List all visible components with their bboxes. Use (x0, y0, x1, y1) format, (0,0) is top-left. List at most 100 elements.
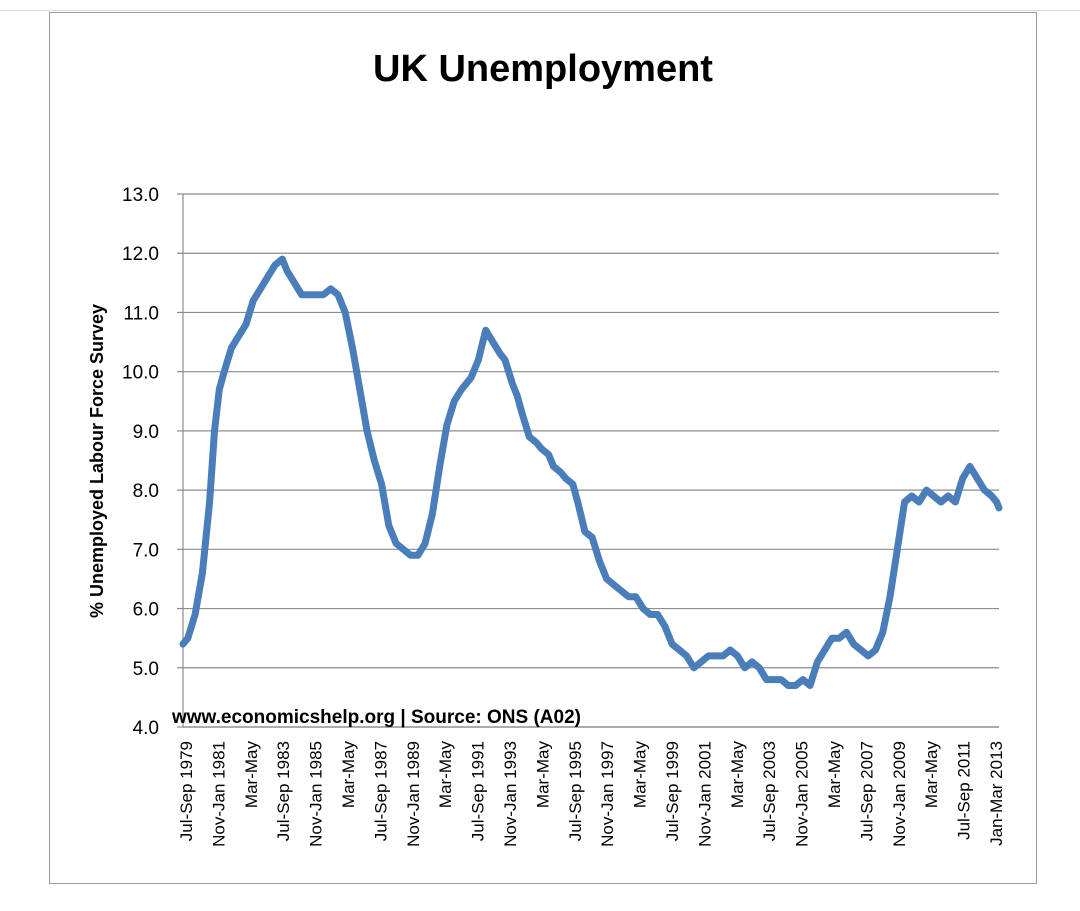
data-point-3 (201, 572, 203, 574)
data-point-102 (889, 596, 891, 598)
data-point-1 (187, 637, 189, 639)
data-point-2 (194, 614, 196, 615)
y-axis-ticks: 4.0 5.0 6.0 7.0 8.0 9.0 10.0 11.0 12.0 13.0 (122, 185, 183, 739)
x-axis-ticks: Jul-Sep 1979 Nov-Jan 1981 Mar-May Jul-Sep 1… (177, 741, 1006, 847)
data-point-33 (410, 554, 412, 556)
data-point-76 (700, 661, 702, 663)
data-point-85 (766, 679, 767, 681)
data-point-9 (238, 335, 240, 337)
data-point-69 (649, 614, 651, 615)
data-point-21 (322, 294, 324, 296)
data-point-26 (359, 388, 361, 390)
data-point-57 (565, 477, 567, 479)
data-point-19 (308, 294, 310, 296)
data-point-109 (940, 501, 942, 503)
y-tick-label-8: 12.0 (122, 244, 159, 265)
series-points (182, 258, 1000, 686)
data-point-80 (729, 649, 731, 651)
series-line-unemployment (179, 255, 1003, 689)
x-tick-label-4: Nov-Jan 1985 (307, 741, 326, 847)
y-tick-label-1: 5.0 (133, 659, 159, 680)
y-axis-label: % Unemployed Labour Force Survey (87, 304, 107, 618)
x-tick-label-10: Nov-Jan 1993 (501, 741, 520, 847)
data-point-84 (758, 667, 760, 669)
x-tick-label-5: Mar-May (339, 741, 358, 809)
x-tick-label-13: Nov-Jan 1997 (598, 741, 617, 847)
data-point-37 (439, 465, 441, 467)
x-tick-label-24: Jul-Sep 2011 (955, 741, 974, 840)
data-point-65 (620, 590, 622, 592)
data-point-67 (635, 596, 637, 598)
data-point-62 (599, 560, 600, 562)
data-point-13 (267, 276, 269, 278)
data-point-17 (293, 282, 295, 284)
data-point-11 (252, 300, 254, 302)
data-point-5 (214, 430, 215, 432)
x-tick-label-18: Jul-Sep 2003 (760, 741, 779, 841)
data-point-48 (511, 383, 513, 384)
data-point-106 (918, 501, 920, 503)
data-point-103 (896, 548, 898, 550)
data-point-18 (301, 294, 303, 296)
data-point-75 (693, 667, 695, 669)
data-point-81 (737, 655, 738, 657)
data-point-29 (381, 483, 383, 485)
data-point-101 (882, 631, 884, 633)
x-tick-label-2: Mar-May (242, 741, 261, 809)
data-point-32 (402, 548, 404, 550)
x-tick-label-3: Jul-Sep 1983 (274, 741, 293, 841)
data-point-6 (218, 388, 220, 390)
data-point-111 (954, 501, 956, 503)
data-point-50 (521, 412, 523, 414)
y-tick-label-2: 6.0 (133, 600, 159, 621)
data-point-31 (395, 542, 397, 544)
data-point-68 (642, 608, 644, 610)
data-point-88 (787, 685, 789, 686)
data-point-116 (991, 495, 993, 497)
data-point-97 (853, 643, 855, 645)
data-point-96 (846, 631, 847, 633)
data-point-100 (875, 649, 876, 651)
x-tick-label-7: Nov-Jan 1989 (404, 741, 423, 847)
data-point-82 (744, 667, 746, 669)
x-tick-label-23: Mar-May (922, 741, 941, 809)
data-point-59 (577, 501, 579, 503)
x-tick-label-9: Jul-Sep 1991 (469, 741, 488, 841)
data-point-93 (824, 649, 826, 651)
y-tick-label-5: 9.0 (133, 422, 159, 443)
data-point-22 (330, 288, 332, 290)
data-point-4 (209, 501, 211, 503)
data-point-89 (795, 685, 797, 686)
data-point-92 (816, 661, 818, 663)
x-tick-label-21: Jul-Sep 2007 (857, 741, 876, 841)
data-point-58 (572, 483, 574, 485)
data-point-114 (976, 477, 978, 479)
data-point-10 (245, 323, 247, 325)
data-point-60 (584, 531, 586, 533)
data-point-55 (553, 465, 554, 467)
data-point-49 (516, 394, 518, 396)
data-point-12 (260, 288, 261, 290)
x-tick-label-22: Nov-Jan 2009 (890, 741, 909, 847)
x-tick-label-8: Mar-May (436, 741, 455, 809)
data-point-43 (477, 359, 479, 361)
data-point-35 (424, 542, 426, 544)
data-point-63 (606, 578, 608, 580)
data-point-71 (664, 625, 666, 627)
data-point-20 (315, 294, 317, 296)
data-point-78 (715, 655, 717, 657)
data-point-46 (499, 353, 501, 355)
data-point-104 (904, 501, 906, 503)
data-point-107 (925, 489, 927, 491)
data-point-41 (465, 383, 467, 384)
x-tick-label-20: Mar-May (825, 741, 844, 809)
x-tick-label-14: Mar-May (631, 741, 650, 809)
data-point-72 (671, 643, 673, 645)
data-point-118 (998, 507, 1000, 509)
data-point-28 (373, 460, 375, 461)
y-tick-label-3: 7.0 (133, 540, 159, 561)
data-point-64 (613, 584, 615, 586)
data-point-91 (809, 685, 811, 686)
data-point-86 (773, 679, 775, 681)
